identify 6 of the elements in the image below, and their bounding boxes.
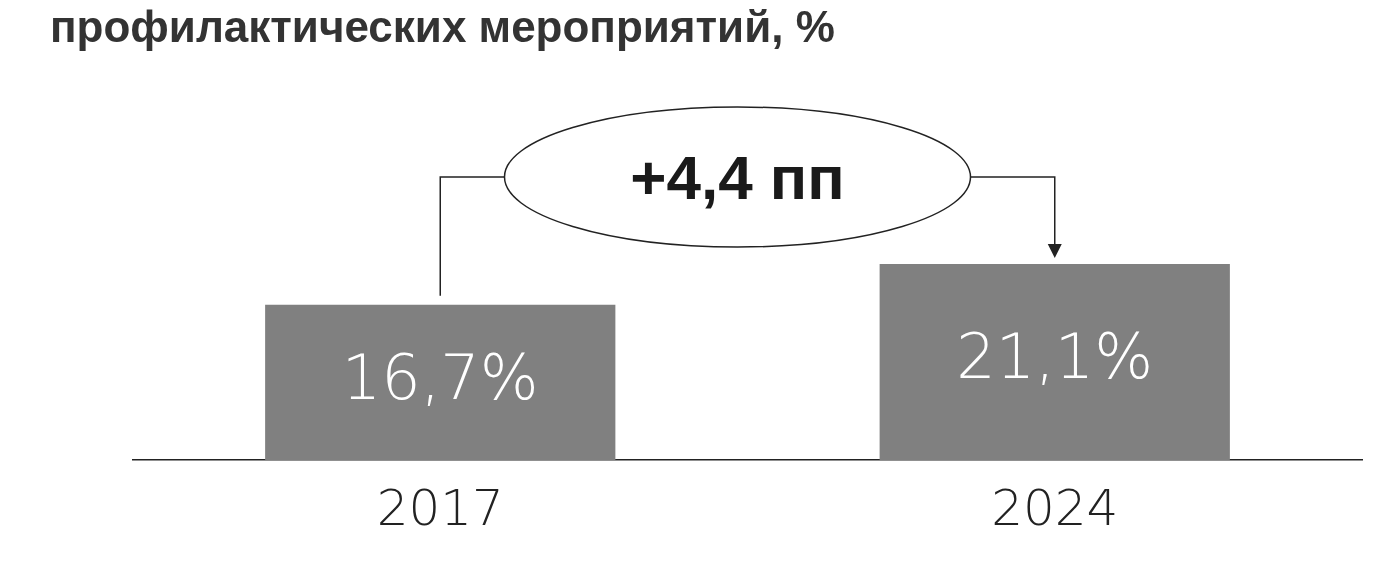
- data-label: 16,7%: [341, 340, 539, 414]
- data-label: 21,1%: [956, 320, 1154, 394]
- text: +4,4 пп: [630, 141, 845, 213]
- x-tick-label: 2024: [991, 478, 1119, 537]
- chart-title: профилактических мероприятий, %: [50, 2, 835, 52]
- x-tick-label: 2017: [376, 478, 504, 537]
